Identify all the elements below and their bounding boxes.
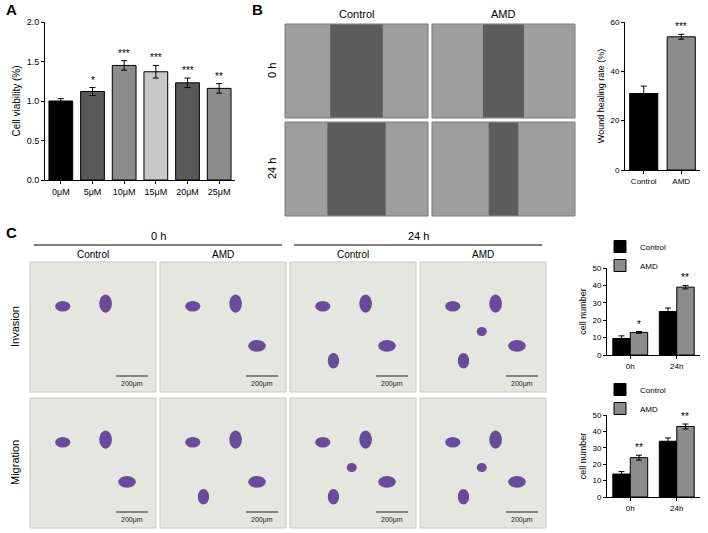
svg-text:C: C [6,224,17,241]
svg-text:A: A [6,1,17,18]
svg-text:0: 0 [597,351,602,360]
svg-text:50: 50 [592,411,601,420]
svg-text:40: 40 [592,281,601,290]
svg-text:AMD: AMD [491,8,516,20]
svg-text:20: 20 [592,316,601,325]
svg-text:AMD: AMD [640,405,658,414]
svg-text:*: * [91,75,95,86]
svg-text:***: *** [182,65,194,76]
svg-text:cell number: cell number [578,433,588,480]
svg-text:Control: Control [640,386,666,395]
svg-text:0 h: 0 h [151,230,166,242]
svg-text:10: 10 [592,476,601,485]
svg-text:0h: 0h [626,504,635,513]
svg-text:Cell viability (%): Cell viability (%) [11,65,22,136]
svg-text:10: 10 [592,333,601,342]
svg-text:200μm: 200μm [511,380,533,388]
svg-text:Migration: Migration [9,440,21,485]
svg-text:24h: 24h [670,362,683,371]
svg-text:20: 20 [610,116,619,125]
svg-text:2.0: 2.0 [27,17,40,27]
svg-text:15μM: 15μM [144,187,167,197]
svg-text:**: ** [635,442,643,453]
svg-text:Wound healing rate (%): Wound healing rate (%) [596,49,606,143]
svg-text:200μm: 200μm [251,380,273,388]
svg-text:50: 50 [592,264,601,273]
svg-text:AMD: AMD [472,249,494,260]
svg-text:1.5: 1.5 [27,57,40,67]
svg-text:B: B [252,1,263,18]
svg-text:1.0: 1.0 [27,96,40,106]
svg-text:0: 0 [597,493,602,502]
svg-text:Control: Control [77,249,109,260]
svg-text:30: 30 [592,299,601,308]
svg-text:30: 30 [592,444,601,453]
svg-text:200μm: 200μm [121,380,143,388]
svg-text:25μM: 25μM [208,187,231,197]
svg-text:200μm: 200μm [511,516,533,524]
svg-text:24 h: 24 h [266,158,278,179]
svg-text:60: 60 [610,18,619,27]
svg-text:5μM: 5μM [84,187,102,197]
svg-text:40: 40 [610,67,619,76]
svg-text:24h: 24h [670,504,683,513]
svg-text:***: *** [675,21,687,32]
svg-text:0 h: 0 h [266,63,278,78]
svg-text:***: *** [150,52,162,63]
svg-text:200μm: 200μm [381,380,403,388]
svg-text:AMD: AMD [212,249,234,260]
svg-text:0h: 0h [626,362,635,371]
svg-text:cell number: cell number [578,288,588,335]
svg-text:0μM: 0μM [52,187,70,197]
svg-text:0.0: 0.0 [27,175,40,185]
svg-text:Control: Control [339,8,374,20]
svg-text:24 h: 24 h [408,230,429,242]
svg-text:40: 40 [592,427,601,436]
svg-text:0: 0 [615,166,620,175]
svg-text:***: *** [118,48,130,59]
svg-text:Control: Control [337,249,369,260]
svg-text:Invasion: Invasion [9,306,21,347]
svg-text:**: ** [681,272,689,283]
svg-text:10μM: 10μM [113,187,136,197]
svg-text:20: 20 [592,460,601,469]
svg-text:0.5: 0.5 [27,136,40,146]
svg-text:**: ** [215,71,223,82]
svg-text:Control: Control [640,243,666,252]
svg-text:AMD: AMD [672,177,690,186]
svg-text:200μm: 200μm [121,516,143,524]
svg-text:**: ** [681,411,689,422]
svg-text:*: * [637,319,641,330]
svg-text:AMD: AMD [640,262,658,271]
svg-text:20μM: 20μM [176,187,199,197]
svg-text:200μm: 200μm [251,516,273,524]
svg-text:200μm: 200μm [381,516,403,524]
svg-text:Control: Control [631,177,657,186]
